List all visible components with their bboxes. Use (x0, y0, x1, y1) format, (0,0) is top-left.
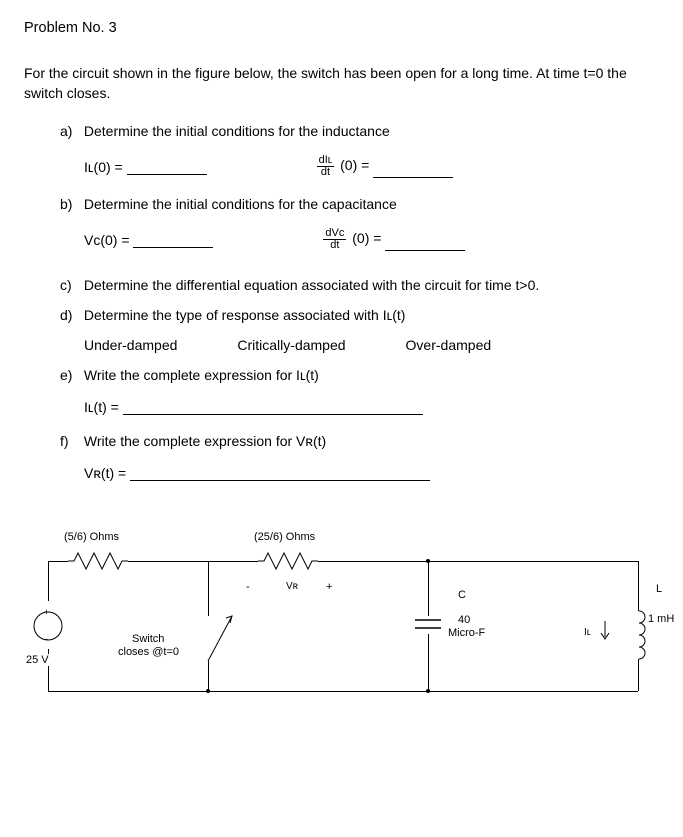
item-c: c) Determine the differential equation a… (60, 277, 659, 293)
e-lhs: Iʟ(t) = (84, 399, 119, 415)
item-f-text: Write the complete expression for Vʀ(t) (84, 433, 326, 449)
item-d-text: Determine the type of response associate… (84, 307, 406, 323)
item-b-text: Determine the initial conditions for the… (84, 196, 397, 212)
item-e-text: Write the complete expression for Iʟ(t) (84, 367, 319, 383)
item-f-eq: Vʀ(t) = (84, 465, 659, 481)
c-label: C (458, 589, 466, 601)
item-e: e) Write the complete expression for Iʟ(… (60, 367, 659, 383)
item-b-equations: Vᴄ(0) = dVᴄ dt (0) = (84, 228, 659, 251)
b-eq2-blank (385, 238, 465, 251)
a-eq2-rhs: (0) = (340, 157, 369, 173)
circuit-diagram: (5/6) Ohms (25/6) Ohms - Vʀ + C 40 Micro… (28, 531, 668, 711)
switch-icon (198, 616, 238, 661)
c-unit: Micro-F (448, 627, 485, 639)
l-label: L (656, 583, 662, 595)
a-eq2-blank (373, 165, 453, 178)
problem-title: Problem No. 3 (24, 20, 659, 36)
src-plus: + (44, 607, 49, 617)
l-value: 1 mH (648, 613, 674, 625)
item-d: d) Determine the type of response associ… (60, 307, 659, 323)
option-critically-damped: Critically-damped (237, 337, 345, 353)
a-eq1-lhs: Iʟ(0) = (84, 159, 123, 175)
option-under-damped: Under-damped (84, 337, 177, 353)
switch-label2: closes @t=0 (118, 646, 179, 658)
c-value: 40 (458, 614, 470, 626)
item-a-equations: Iʟ(0) = dIʟ dt (0) = (84, 155, 659, 178)
item-c-text: Determine the differential equation asso… (84, 277, 539, 293)
item-a: a) Determine the initial conditions for … (60, 123, 659, 139)
b-eq2-frac: dVᴄ dt (323, 228, 346, 251)
r1-label: (5/6) Ohms (64, 531, 119, 543)
vr-plus: + (326, 581, 332, 593)
option-over-damped: Over-damped (406, 337, 492, 353)
f-lhs: Vʀ(t) = (84, 465, 126, 481)
f-blank (130, 468, 430, 481)
b-eq2-den: dt (323, 240, 346, 251)
il-label: Iʟ (584, 627, 591, 638)
inductor-icon (630, 611, 648, 661)
il-arrow-icon (598, 621, 612, 641)
item-b: b) Determine the initial conditions for … (60, 196, 659, 212)
switch-label1: Switch (132, 633, 164, 645)
e-blank (123, 402, 423, 415)
resistor-r1-icon (68, 551, 128, 571)
problem-intro: For the circuit shown in the figure belo… (24, 64, 659, 103)
resistor-r2-icon (258, 551, 318, 571)
item-b-letter: b) (60, 196, 80, 212)
item-c-letter: c) (60, 277, 80, 293)
capacitor-icon (415, 616, 441, 636)
vr-label: Vʀ (286, 581, 298, 592)
item-e-eq: Iʟ(t) = (84, 399, 659, 415)
src-label: 25 V (24, 654, 51, 666)
vr-minus: - (246, 581, 250, 593)
src-minus: - (45, 634, 48, 644)
b-eq1-blank (133, 235, 213, 248)
r2-label: (25/6) Ohms (254, 531, 315, 543)
item-a-text: Determine the initial conditions for the… (84, 123, 390, 139)
item-e-letter: e) (60, 367, 80, 383)
item-f-letter: f) (60, 433, 80, 449)
a-eq2-den: dt (317, 167, 335, 178)
b-eq1-lhs: Vᴄ(0) = (84, 232, 130, 248)
item-d-options: Under-damped Critically-damped Over-damp… (84, 337, 659, 353)
a-eq2-frac: dIʟ dt (317, 155, 335, 178)
a-eq1-blank (127, 162, 207, 175)
item-f: f) Write the complete expression for Vʀ(… (60, 433, 659, 449)
item-d-letter: d) (60, 307, 80, 323)
b-eq2-rhs: (0) = (352, 230, 381, 246)
item-a-letter: a) (60, 123, 80, 139)
